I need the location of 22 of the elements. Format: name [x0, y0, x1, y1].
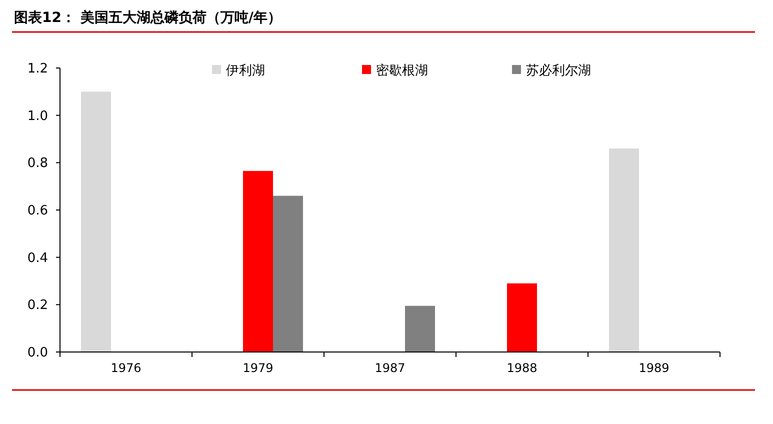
x-tick-label: 1989 — [638, 361, 670, 375]
y-tick-label: 1.2 — [27, 62, 48, 77]
bar — [507, 283, 537, 352]
y-tick-label: 0.6 — [27, 204, 48, 219]
chart-title: 图表12： 美国五大湖总磷负荷（万吨/年） — [14, 9, 282, 26]
x-tick-label: 1976 — [110, 361, 142, 375]
x-tick-label: 1979 — [242, 361, 274, 375]
legend-label: 苏必利尔湖 — [526, 64, 591, 79]
y-tick-label: 0.8 — [27, 156, 48, 172]
y-tick-label: 0.2 — [27, 298, 48, 314]
bar — [243, 170, 273, 352]
bar — [81, 92, 111, 352]
x-tick-label: 1987 — [374, 361, 406, 375]
x-tick-label: 1988 — [506, 361, 538, 375]
y-tick-label: 1.0 — [27, 108, 48, 124]
legend-label: 密歇根湖 — [376, 64, 428, 79]
y-tick-label: 0.4 — [27, 250, 48, 266]
bar — [609, 148, 639, 352]
bar — [273, 196, 303, 352]
y-tick-label: 0.0 — [27, 346, 48, 361]
bar — [405, 306, 435, 352]
legend-label: 伊利湖 — [226, 64, 265, 79]
